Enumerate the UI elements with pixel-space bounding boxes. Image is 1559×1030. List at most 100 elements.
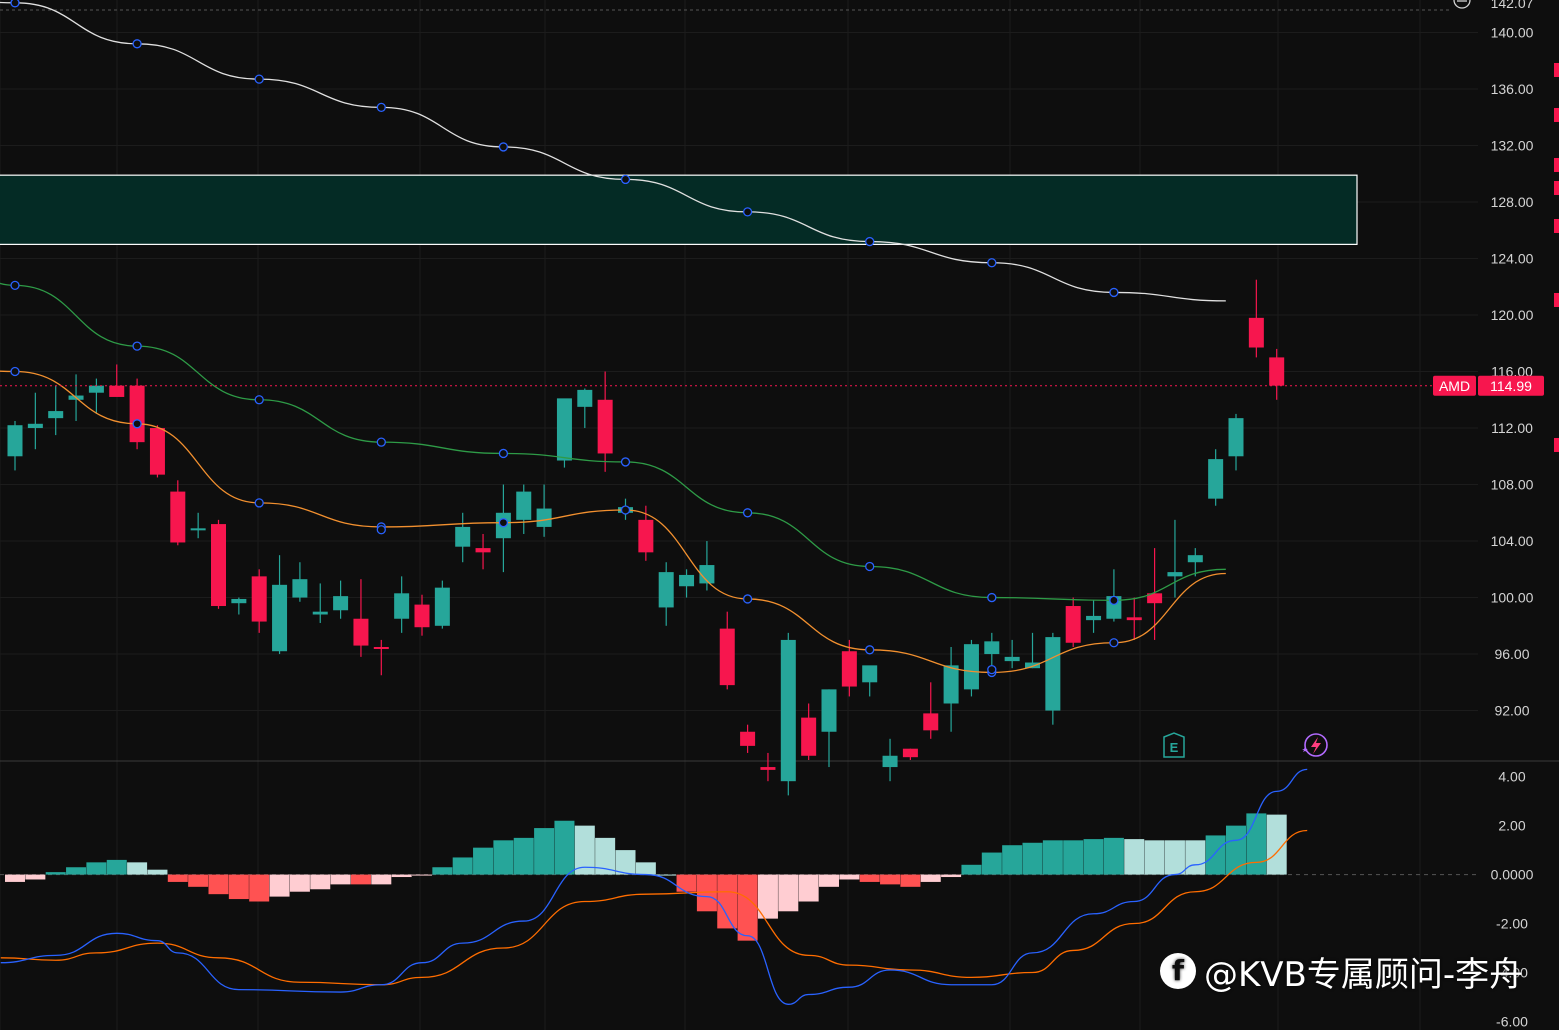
- candle-5: [109, 364, 125, 397]
- macd-bar-12: [249, 874, 270, 902]
- candle-body-53: [1086, 615, 1102, 621]
- candles-layer[interactable]: [7, 279, 1285, 796]
- candle-body-61: [1248, 317, 1264, 348]
- ticker-tag-bg: [1433, 375, 1476, 396]
- candle-54: [1106, 569, 1122, 622]
- candle-19: [394, 576, 410, 633]
- supply-zone: [0, 174, 1358, 245]
- lightning-icon[interactable]: [1302, 733, 1328, 757]
- macd-bar-11: [228, 874, 249, 900]
- candle-17: [353, 579, 369, 657]
- candle-6: [129, 378, 145, 450]
- candle-body-51: [1045, 637, 1061, 711]
- candle-41: [841, 639, 857, 697]
- facebook-icon: f: [1160, 953, 1196, 989]
- lightning-icon-ring: [1304, 733, 1328, 757]
- price-tick-6: 116.00: [1491, 364, 1533, 380]
- candle-body-45: [923, 713, 939, 731]
- candle-58: [1187, 548, 1203, 577]
- event-markers[interactable]: E: [1163, 732, 1328, 758]
- price-tick-5: 120.00: [1491, 307, 1534, 323]
- circles_green-dot-3: [376, 437, 386, 447]
- circles_white-dot-5: [620, 174, 631, 185]
- candle-16: [333, 580, 349, 619]
- circles_green-dot-5: [620, 457, 631, 467]
- circles_white-dot-6: [742, 207, 753, 217]
- candle-23: [475, 533, 491, 570]
- price-tick-1: 136.00: [1491, 81, 1534, 97]
- edge-marker-0: [1554, 63, 1559, 77]
- macd-bar-28: [574, 825, 595, 875]
- macd-bar-44: [900, 874, 921, 887]
- macd-bar-54: [1103, 837, 1124, 875]
- edge-marker-1: [1554, 108, 1559, 122]
- candle-body-62: [1269, 357, 1285, 386]
- candle-4: [88, 378, 104, 414]
- candle-body-32: [658, 572, 674, 608]
- candle-45: [923, 682, 939, 739]
- macd-bar-37: [757, 874, 778, 919]
- candle-body-56: [1147, 593, 1163, 604]
- macd-bar-61: [1246, 813, 1267, 875]
- macd-bar-49: [1002, 845, 1023, 875]
- price-tick-3: 128.00: [1491, 194, 1534, 210]
- price-tick-0: 140.00: [1491, 24, 1534, 40]
- circles_white-dot-4: [498, 142, 509, 152]
- edge-marker-2: [1554, 158, 1559, 172]
- edge-marker-5: [1554, 293, 1559, 307]
- edge-marker-3: [1554, 181, 1559, 195]
- macd-bar-2: [45, 872, 66, 875]
- ma-white-line: [0, 1, 1226, 302]
- candle-body-23: [475, 548, 491, 553]
- watermark: f @KVB专属顾问-李舟: [1160, 950, 1523, 995]
- candle-body-25: [516, 491, 532, 520]
- circles_green-dot-4: [498, 448, 509, 459]
- circles_green-dot-1: [132, 341, 142, 351]
- candle-14: [292, 562, 308, 602]
- candle-body-39: [801, 717, 817, 756]
- macd-bar-1: [25, 874, 46, 880]
- macd-bar-42: [859, 874, 880, 882]
- earnings-icon[interactable]: E: [1163, 732, 1185, 758]
- macd-bar-3: [66, 867, 87, 875]
- candle-body-47: [963, 644, 979, 690]
- macd-bar-52: [1063, 840, 1084, 875]
- candle-21: [434, 580, 450, 629]
- macd-bar-46: [941, 874, 962, 878]
- candle-body-6: [129, 385, 145, 443]
- price-tick-9: 104.00: [1491, 533, 1534, 549]
- price-tick-10: 100.00: [1491, 590, 1534, 606]
- candle-body-31: [638, 519, 654, 553]
- candle-body-14: [292, 579, 308, 598]
- macd-bar-33: [676, 874, 697, 892]
- macd-bar-35: [717, 874, 738, 929]
- candle-11: [231, 597, 247, 615]
- price-tick-8: 108.00: [1491, 477, 1534, 493]
- candle-body-21: [434, 587, 450, 626]
- macd-bar-58: [1185, 840, 1206, 875]
- candle-body-34: [699, 565, 715, 584]
- macd-bar-6: [127, 862, 148, 875]
- candle-body-11: [231, 598, 247, 604]
- candle-37: [760, 752, 776, 782]
- macd-bar-47: [961, 864, 982, 875]
- candle-62: [1269, 348, 1285, 400]
- candle-body-44: [902, 748, 918, 758]
- macd-tick-4: -4.00: [1496, 964, 1528, 980]
- candle-body-35: [719, 628, 735, 686]
- macd-bar-18: [371, 874, 392, 885]
- ticker-tag[interactable]: AMD 114.99: [1433, 375, 1544, 396]
- candle-body-10: [211, 524, 226, 607]
- candle-26: [536, 484, 552, 537]
- macd-bar-5: [106, 859, 127, 875]
- ma-orange-line: [0, 370, 1226, 674]
- candle-34: [699, 541, 715, 591]
- candle-body-50: [1025, 662, 1040, 669]
- candle-38: [780, 632, 796, 796]
- edge-marker-4: [1554, 219, 1559, 233]
- candle-52: [1065, 597, 1081, 647]
- candle-body-60: [1228, 418, 1244, 457]
- macd-bar-15: [310, 874, 331, 890]
